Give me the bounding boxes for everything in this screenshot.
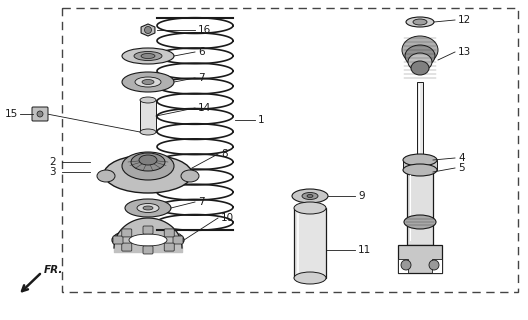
Ellipse shape — [403, 164, 437, 176]
Circle shape — [37, 111, 43, 117]
Ellipse shape — [307, 195, 313, 197]
Ellipse shape — [125, 199, 171, 217]
Ellipse shape — [139, 155, 157, 165]
Text: 1: 1 — [258, 115, 265, 125]
Ellipse shape — [112, 228, 184, 252]
Text: 5: 5 — [458, 163, 465, 173]
Bar — [294, 208, 326, 278]
FancyBboxPatch shape — [32, 107, 48, 121]
Ellipse shape — [402, 36, 438, 64]
Ellipse shape — [122, 72, 174, 92]
Ellipse shape — [292, 189, 328, 203]
FancyBboxPatch shape — [164, 229, 174, 237]
Text: 11: 11 — [358, 245, 371, 255]
Text: 3: 3 — [50, 167, 56, 177]
Ellipse shape — [408, 53, 432, 71]
Circle shape — [401, 260, 411, 270]
Ellipse shape — [104, 155, 192, 193]
Ellipse shape — [122, 152, 174, 180]
Ellipse shape — [181, 170, 199, 182]
FancyBboxPatch shape — [143, 246, 153, 254]
Ellipse shape — [294, 202, 326, 214]
Ellipse shape — [411, 61, 429, 75]
FancyBboxPatch shape — [122, 229, 132, 237]
Ellipse shape — [140, 97, 156, 103]
Ellipse shape — [137, 204, 159, 212]
Ellipse shape — [413, 19, 427, 25]
Ellipse shape — [294, 272, 326, 284]
Circle shape — [145, 27, 152, 34]
Bar — [417, 82, 423, 160]
Ellipse shape — [142, 79, 154, 84]
Text: 15: 15 — [5, 109, 18, 119]
Ellipse shape — [135, 77, 161, 87]
Ellipse shape — [141, 53, 155, 59]
Text: 2: 2 — [50, 157, 56, 167]
Text: 8: 8 — [221, 149, 228, 159]
Ellipse shape — [406, 17, 434, 27]
Bar — [140, 100, 156, 132]
Bar — [398, 259, 408, 273]
Bar — [407, 170, 433, 245]
Ellipse shape — [131, 153, 165, 171]
Circle shape — [429, 260, 439, 270]
Text: FR.: FR. — [44, 265, 63, 275]
Bar — [432, 259, 442, 273]
Text: 4: 4 — [458, 153, 465, 163]
Text: 12: 12 — [458, 15, 472, 25]
Ellipse shape — [143, 206, 153, 210]
Text: 14: 14 — [198, 103, 211, 113]
FancyBboxPatch shape — [113, 236, 123, 244]
Text: 10: 10 — [221, 213, 234, 223]
Ellipse shape — [129, 234, 167, 246]
Ellipse shape — [134, 52, 162, 60]
Text: 7: 7 — [198, 73, 205, 83]
Bar — [403, 160, 437, 170]
Ellipse shape — [404, 215, 436, 229]
Ellipse shape — [97, 170, 115, 182]
Ellipse shape — [302, 193, 318, 199]
Ellipse shape — [140, 129, 156, 135]
FancyBboxPatch shape — [173, 236, 183, 244]
Text: 13: 13 — [458, 47, 472, 57]
Text: 9: 9 — [358, 191, 365, 201]
Text: 16: 16 — [198, 25, 211, 35]
Ellipse shape — [122, 48, 174, 64]
Text: 6: 6 — [198, 47, 205, 57]
Ellipse shape — [405, 45, 435, 67]
FancyBboxPatch shape — [143, 226, 153, 234]
FancyBboxPatch shape — [164, 243, 174, 251]
Polygon shape — [141, 24, 155, 36]
Bar — [398, 245, 442, 273]
FancyBboxPatch shape — [122, 243, 132, 251]
Ellipse shape — [403, 154, 437, 166]
Text: 7: 7 — [198, 197, 205, 207]
